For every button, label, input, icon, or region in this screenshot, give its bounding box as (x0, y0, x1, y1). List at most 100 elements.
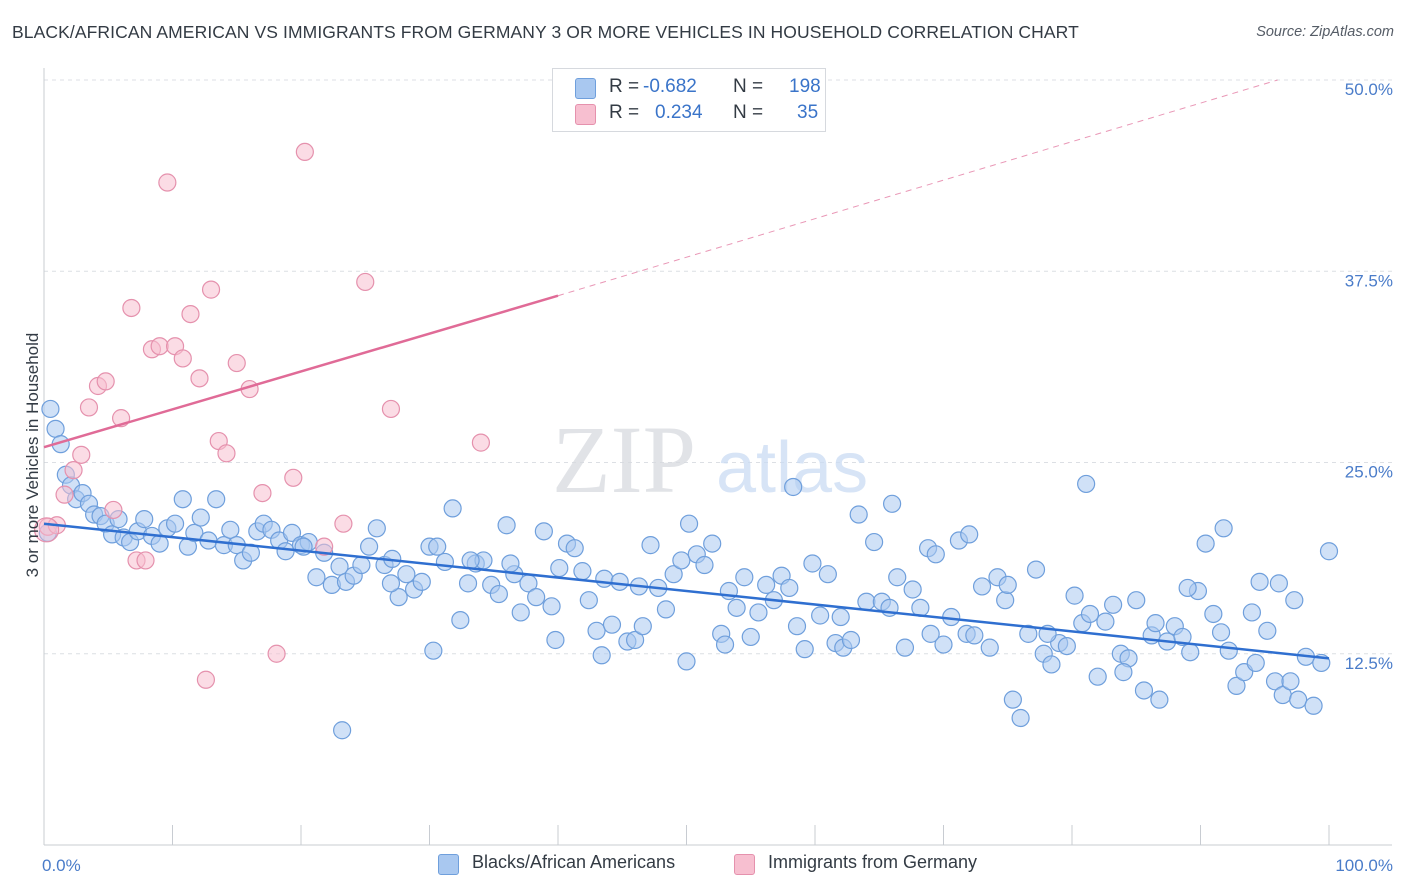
data-point (818, 565, 837, 584)
data-point (1285, 591, 1304, 610)
data-point (1146, 614, 1165, 633)
data-point (1104, 595, 1123, 614)
data-point (534, 522, 553, 541)
data-point (122, 298, 141, 318)
data-point (527, 588, 546, 607)
data-point (511, 603, 530, 622)
data-point (1178, 578, 1197, 598)
legend-r-label: R = (609, 102, 640, 123)
source-label: Source: ZipAtlas.com (1256, 24, 1394, 40)
legend-swatch-pink (575, 104, 596, 125)
data-point (1080, 604, 1100, 624)
data-point (46, 419, 65, 438)
data-point (1242, 603, 1262, 622)
legend-r-value: -0.682 (643, 76, 697, 97)
legend-r-label: R = (609, 76, 640, 97)
data-point (784, 477, 803, 497)
data-point (741, 627, 760, 647)
data-point (389, 588, 408, 607)
data-point (998, 575, 1017, 595)
data-point (150, 337, 169, 356)
data-point (831, 607, 850, 627)
data-point (727, 598, 746, 617)
data-point (173, 349, 192, 368)
data-point (841, 630, 861, 650)
watermark: ZIP atlas (552, 406, 868, 513)
data-point (749, 603, 768, 622)
data-point (471, 433, 490, 452)
x-tick-label: 100.0% (1335, 856, 1393, 875)
data-point (72, 445, 91, 464)
data-point (207, 490, 226, 509)
legend-n-value: 198 (789, 76, 821, 97)
data-point (79, 398, 99, 417)
data-point (451, 610, 470, 630)
data-point (980, 638, 999, 657)
data-point (550, 558, 569, 578)
data-point (757, 575, 776, 595)
data-point (677, 652, 696, 671)
data-point (315, 537, 334, 556)
bottom-legend-swatch-pink (734, 854, 755, 875)
data-point (715, 635, 735, 654)
series-germany-points (33, 142, 490, 689)
data-point (610, 572, 629, 591)
data-point (428, 537, 447, 556)
data-point (1026, 560, 1046, 579)
data-point (602, 615, 622, 634)
data-point (307, 568, 326, 587)
data-point (903, 580, 922, 599)
data-point (703, 534, 722, 553)
watermark-zip: ZIP (552, 406, 696, 513)
data-point (295, 142, 314, 162)
data-point (849, 505, 868, 524)
data-point (64, 461, 83, 480)
data-point (497, 516, 516, 535)
chart-title: BLACK/AFRICAN AMERICAN VS IMMIGRANTS FRO… (12, 22, 1079, 42)
data-point (253, 484, 272, 503)
y-tick-label: 50.0% (1345, 80, 1393, 99)
data-point (735, 568, 754, 587)
data-point (489, 584, 508, 604)
data-point (135, 510, 154, 529)
data-point (284, 468, 303, 487)
data-point (381, 574, 401, 593)
trend-line-germany-extension (557, 79, 1278, 297)
data-point (996, 591, 1015, 610)
data-point (190, 369, 209, 388)
data-point (381, 399, 401, 419)
y-tick-label: 37.5% (1345, 271, 1393, 290)
data-point (173, 490, 192, 509)
data-point (780, 578, 799, 598)
data-point (360, 537, 379, 556)
data-point (397, 565, 416, 584)
data-point (276, 542, 295, 561)
data-point (1173, 627, 1192, 647)
data-point (217, 444, 236, 463)
data-point (435, 552, 455, 572)
data-point (1088, 667, 1107, 686)
data-point (1196, 534, 1215, 553)
data-point (1019, 624, 1038, 643)
data-point (334, 514, 353, 533)
data-point (882, 494, 902, 513)
data-point (811, 606, 830, 625)
data-point (443, 499, 462, 518)
data-point (1150, 690, 1169, 709)
data-point (191, 508, 210, 527)
data-point (1011, 708, 1030, 728)
data-point (282, 523, 302, 542)
data-point (934, 635, 953, 654)
data-point (201, 280, 221, 299)
data-point (1304, 696, 1323, 715)
data-point (787, 617, 807, 636)
legend-n-value: 35 (797, 102, 819, 123)
data-point (1134, 681, 1154, 700)
data-point (1219, 641, 1238, 660)
data-point (1204, 604, 1223, 624)
data-point (1214, 519, 1233, 538)
data-point (96, 372, 115, 391)
trend-lines (43, 79, 1330, 660)
data-point (888, 568, 907, 587)
